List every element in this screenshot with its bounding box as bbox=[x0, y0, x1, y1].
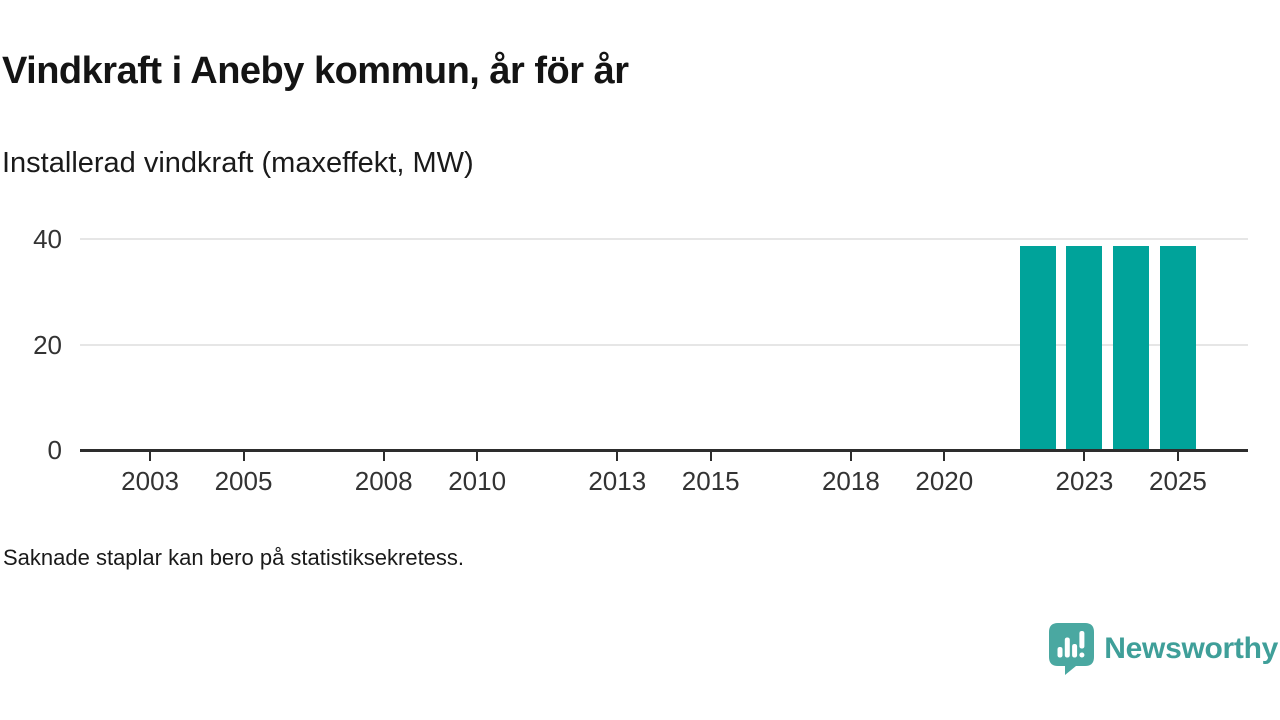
x-tick-2003 bbox=[149, 452, 152, 461]
bar-2022 bbox=[1019, 246, 1056, 450]
x-axis-tick-label: 2020 bbox=[915, 466, 974, 496]
x-axis-tick-label: 2008 bbox=[354, 466, 413, 496]
x-tick-2025 bbox=[1176, 452, 1179, 461]
gridline bbox=[80, 343, 1248, 346]
bar-2023 bbox=[1066, 246, 1103, 450]
x-tick-2013 bbox=[616, 452, 619, 461]
chart-subtitle: Installerad vindkraft (maxeffekt, MW) bbox=[2, 147, 474, 179]
footnote: Saknade staplar kan bero på statistiksek… bbox=[3, 545, 465, 570]
x-axis-line bbox=[80, 449, 1248, 452]
x-axis-tick-label: 2023 bbox=[1055, 466, 1114, 496]
newsworthy-wordmark: Newsworthy bbox=[1104, 631, 1278, 665]
x-tick-2018 bbox=[849, 452, 852, 461]
x-axis-tick-label: 2010 bbox=[448, 466, 507, 496]
x-tick-2023 bbox=[1083, 452, 1086, 461]
x-axis-tick-label: 2005 bbox=[214, 466, 273, 496]
x-axis-tick-label: 2025 bbox=[1148, 466, 1207, 496]
chart-title: Vindkraft i Aneby kommun, år för år bbox=[2, 50, 629, 92]
y-axis-tick-label: 0 bbox=[47, 435, 62, 465]
x-axis-tick-label: 2013 bbox=[588, 466, 647, 496]
gridline bbox=[80, 238, 1248, 240]
x-tick-2020 bbox=[943, 452, 946, 461]
bar-2024 bbox=[1113, 246, 1150, 450]
x-tick-2008 bbox=[382, 452, 385, 461]
x-axis-tick-label: 2018 bbox=[821, 466, 880, 496]
newsworthy-logo-icon bbox=[1049, 623, 1095, 675]
y-axis-tick-label: 40 bbox=[33, 224, 62, 254]
x-axis-tick-label: 2015 bbox=[681, 466, 740, 496]
y-axis-tick-label: 20 bbox=[33, 329, 62, 360]
x-tick-2015 bbox=[709, 452, 712, 461]
x-tick-2010 bbox=[476, 452, 479, 461]
newsworthy-branding: Newsworthy bbox=[1048, 622, 1278, 675]
x-tick-2005 bbox=[242, 452, 245, 461]
x-axis-tick-label: 2003 bbox=[121, 466, 179, 496]
bar-2025 bbox=[1159, 246, 1196, 450]
